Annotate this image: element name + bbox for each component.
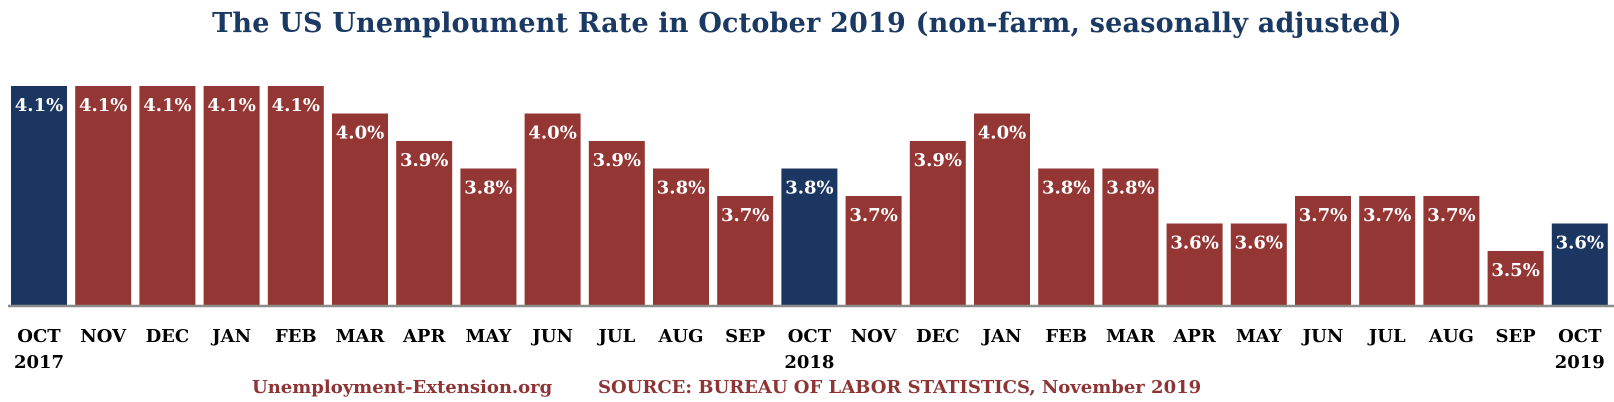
- x-tick-label-11: SEP: [725, 326, 766, 347]
- bar-value-label-11: 3.7%: [721, 205, 769, 226]
- x-tick-label-3: JAN: [210, 326, 251, 347]
- bar-value-label-19: 3.6%: [1235, 233, 1283, 254]
- bar-value-label-1: 4.1%: [79, 95, 127, 116]
- x-year-label-24: 2019: [1555, 352, 1605, 370]
- x-tick-label-20: JUN: [1301, 326, 1344, 347]
- bar-value-label-23: 3.5%: [1491, 260, 1539, 281]
- bar-value-label-6: 3.9%: [400, 150, 448, 171]
- bar-14: [909, 141, 966, 306]
- x-tick-label-19: MAY: [1236, 326, 1283, 347]
- bar-3: [203, 86, 260, 306]
- x-year-label-0: 2017: [14, 352, 64, 370]
- bar-value-label-9: 3.9%: [593, 150, 641, 171]
- bar-24: [1551, 223, 1608, 306]
- x-tick-label-13: NOV: [851, 326, 898, 347]
- bar-value-label-8: 4.0%: [528, 123, 576, 144]
- x-year-label-12: 2018: [784, 352, 834, 370]
- bar-20: [1295, 196, 1351, 306]
- bar-9: [588, 141, 645, 306]
- bar-17: [1102, 168, 1159, 306]
- x-tick-label-21: JUL: [1367, 326, 1406, 347]
- x-tick-label-6: APR: [402, 326, 447, 347]
- bar-11: [717, 196, 774, 306]
- bar-value-label-18: 3.6%: [1170, 233, 1218, 254]
- bar-value-label-12: 3.8%: [785, 178, 833, 199]
- x-tick-label-16: FEB: [1045, 326, 1087, 347]
- bar-value-label-5: 4.0%: [336, 123, 384, 144]
- bar-23: [1487, 251, 1544, 306]
- bar-value-label-15: 4.0%: [978, 123, 1026, 144]
- x-tick-label-23: SEP: [1495, 326, 1536, 347]
- bar-15: [974, 113, 1030, 306]
- x-tick-label-4: FEB: [275, 326, 317, 347]
- bar-value-label-2: 4.1%: [143, 95, 191, 116]
- x-tick-label-8: JUN: [530, 326, 573, 347]
- bar-0: [11, 86, 67, 306]
- bar-value-label-3: 4.1%: [207, 95, 255, 116]
- bar-value-label-10: 3.8%: [657, 178, 705, 199]
- bar-21: [1359, 196, 1416, 306]
- bar-2: [139, 86, 196, 306]
- chart-title: The US Unemploument Rate in October 2019…: [212, 8, 1402, 39]
- x-tick-label-12: OCT: [788, 326, 832, 347]
- bar-12: [781, 168, 838, 306]
- bar-19: [1230, 223, 1287, 306]
- bar-labels-group: 4.1% 4.1% 4.1% 4.1% 4.1% 4.0% 3.9% 3.8% 4.0% 3.9%…: [15, 95, 1604, 281]
- x-tick-label-0: OCT: [17, 326, 61, 347]
- bar-value-label-22: 3.7%: [1427, 205, 1475, 226]
- x-tick-label-14: DEC: [916, 326, 960, 347]
- bar-value-label-21: 3.7%: [1363, 205, 1411, 226]
- x-tick-label-15: JAN: [981, 326, 1022, 347]
- bar-value-label-0: 4.1%: [15, 95, 63, 116]
- bar-4: [267, 86, 324, 306]
- source-note: SOURCE: BUREAU OF LABOR STATISTICS, Nove…: [598, 377, 1202, 398]
- x-tick-label-17: MAR: [1106, 326, 1156, 347]
- bar-22: [1423, 196, 1480, 306]
- x-tick-label-2: DEC: [146, 326, 190, 347]
- bar-value-label-20: 3.7%: [1299, 205, 1347, 226]
- bar-chart: 4.1% 4.1% 4.1% 4.1% 4.1% 4.0% 3.9% 3.8% 4.0% 3.9%…: [8, 86, 1614, 370]
- bar-7: [460, 168, 517, 306]
- bar-10: [653, 168, 709, 306]
- site-name: Unemployment-Extension.org: [252, 377, 553, 398]
- bar-8: [524, 113, 581, 306]
- bar-value-label-16: 3.8%: [1042, 178, 1090, 199]
- x-tick-labels-group: OCT 2017 NOV DEC JAN FEB MAR APR MAY JUN JUL AUG SEP…: [14, 326, 1605, 370]
- bar-value-label-24: 3.6%: [1556, 233, 1604, 254]
- bar-value-label-14: 3.9%: [914, 150, 962, 171]
- bar-value-label-4: 4.1%: [272, 95, 320, 116]
- x-tick-label-24: OCT: [1558, 326, 1602, 347]
- bar-16: [1038, 168, 1095, 306]
- bars-group: [11, 86, 1608, 306]
- bar-value-label-7: 3.8%: [464, 178, 512, 199]
- x-tick-label-1: NOV: [80, 326, 127, 347]
- bar-value-label-17: 3.8%: [1106, 178, 1154, 199]
- bar-5: [332, 113, 388, 306]
- bar-6: [396, 141, 453, 306]
- bar-18: [1166, 223, 1223, 306]
- bar-value-label-13: 3.7%: [849, 205, 897, 226]
- x-tick-label-7: MAY: [465, 326, 512, 347]
- x-tick-label-5: MAR: [336, 326, 386, 347]
- x-tick-label-9: JUL: [596, 326, 635, 347]
- bar-1: [75, 86, 132, 306]
- x-tick-label-22: AUG: [1428, 326, 1474, 347]
- bar-13: [845, 196, 902, 306]
- x-tick-label-18: APR: [1172, 326, 1217, 347]
- x-tick-label-10: AUG: [657, 326, 703, 347]
